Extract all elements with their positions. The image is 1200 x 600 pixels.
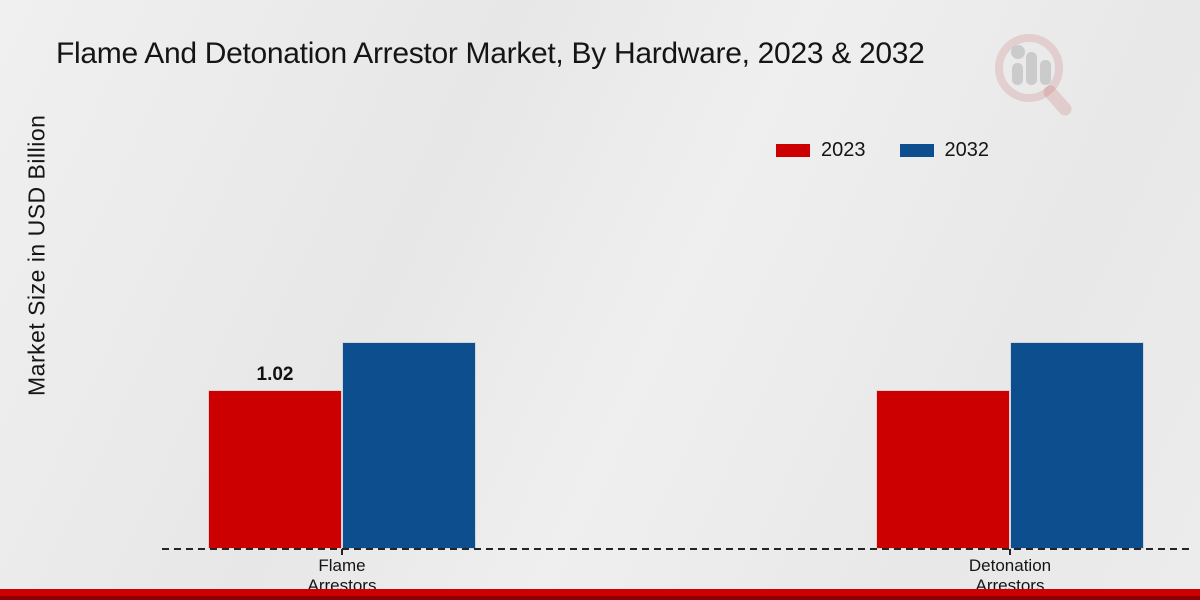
legend-item-2023: 2023 xyxy=(776,139,866,162)
magnifier-bar-chart-logo-icon xyxy=(995,34,1072,116)
bar-value-label: 1.02 xyxy=(256,364,294,385)
chart-title: Flame And Detonation Arrestor Market, By… xyxy=(56,37,925,70)
legend: 2023 2032 xyxy=(776,139,1023,162)
bar-2032-detonation-arrestors xyxy=(1010,342,1144,549)
x-axis-tick xyxy=(1009,549,1011,555)
legend-swatch-2023 xyxy=(776,144,810,157)
legend-swatch-2032 xyxy=(899,144,934,157)
legend-label: 2023 xyxy=(821,139,866,161)
footer-band xyxy=(0,589,1200,600)
legend-item-2032: 2032 xyxy=(899,139,990,162)
bar-2023-flame-arrestors xyxy=(208,390,342,549)
x-axis-tick xyxy=(341,549,343,555)
bar-2023-detonation-arrestors xyxy=(876,390,1010,549)
x-axis-baseline xyxy=(162,548,1190,550)
bar-2032-flame-arrestors xyxy=(342,342,476,549)
legend-label: 2032 xyxy=(944,139,990,161)
